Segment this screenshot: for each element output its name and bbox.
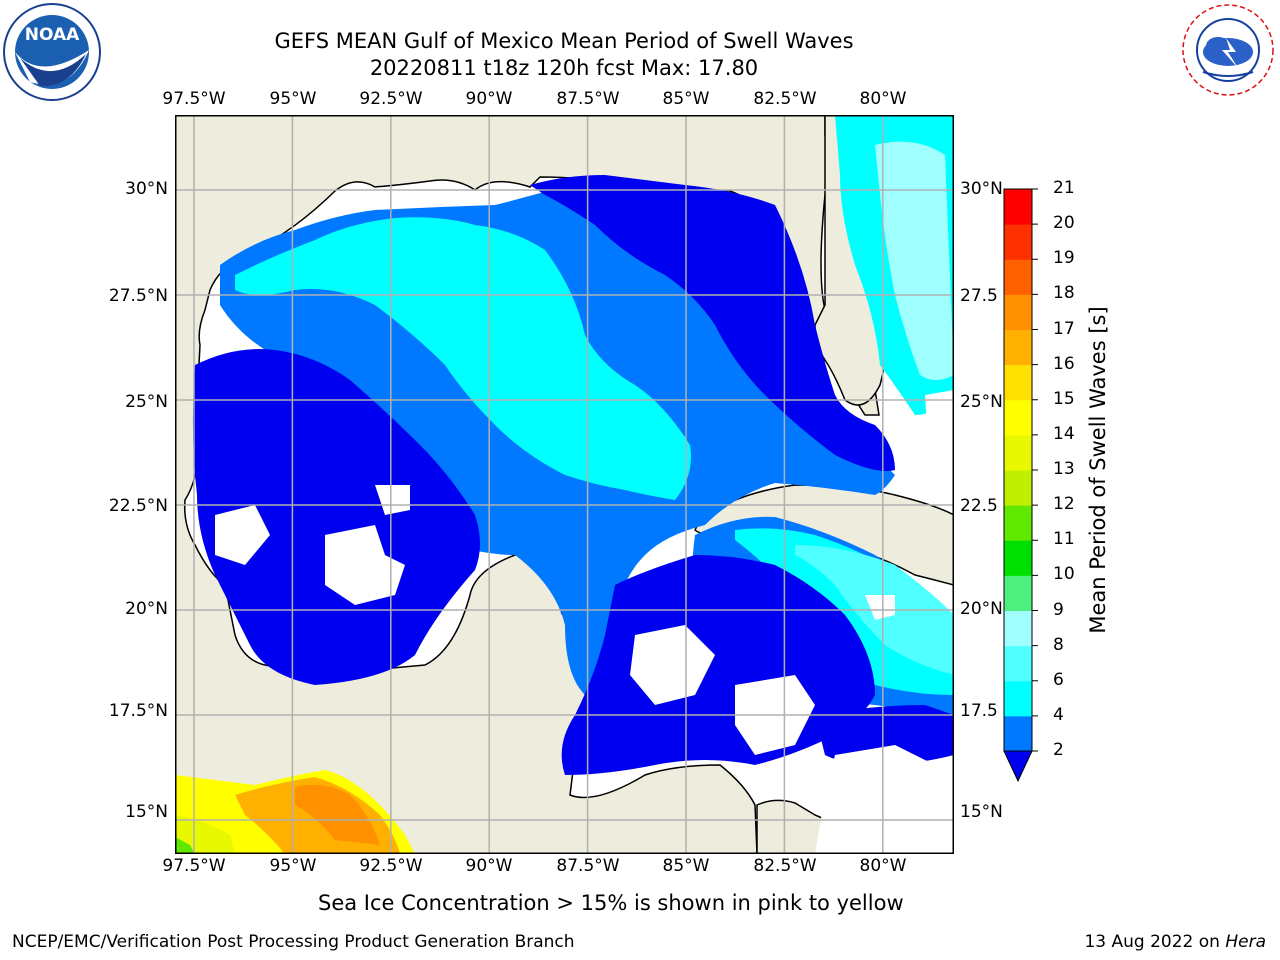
colorbar-segment [1004,224,1032,260]
swell-deep-blue-east [530,175,895,471]
map-frame [175,115,954,854]
lon-label-bottom: 85°W [662,856,710,876]
colorbar-tick-label: 14 [1053,423,1075,444]
colorbar [1000,185,1040,785]
colorbar-segment [1004,294,1032,330]
lat-label-left: 27.5°N [108,286,168,306]
footer-machine: Hera [1225,932,1266,952]
lat-label-left: 17.5°N [108,701,168,721]
lat-label-left: 15°N [125,802,168,822]
colorbar-tick-label: 20 [1053,213,1075,234]
footer-credit: NCEP/EMC/Verification Post Processing Pr… [12,932,575,952]
map-svg [175,115,954,854]
no-data-patch [375,485,410,515]
lat-label-right: 17.5 [960,701,998,721]
colorbar-tick-label: 21 [1053,178,1075,198]
swell-contour-4-6 [235,217,691,501]
swell-contour-8-9-east [875,141,954,380]
colorbar-segment [1004,329,1032,366]
no-data-patch [815,745,954,854]
no-data-patch [630,625,715,705]
colorbar-tick-label: 17 [1053,318,1075,339]
colorbar-segment [1004,470,1032,506]
lon-label-top: 80°W [859,89,907,109]
lon-label-bottom: 90°W [465,856,513,876]
colorbar-tick-label: 11 [1053,529,1075,550]
colorbar-segment [1004,505,1032,541]
colorbar-svg [1003,188,1038,783]
colorbar-tick-label: 2 [1053,740,1064,760]
lat-label-right: 15°N [960,802,1003,822]
swell-deep-blue-south [815,705,954,765]
colorbar-segment [1004,189,1032,225]
lat-label-left: 20°N [125,599,168,619]
sea-ice-caption: Sea Ice Concentration > 15% is shown in … [318,891,904,915]
lat-label-right: 22.5 [960,496,998,516]
chart-title: GEFS MEAN Gulf of Mexico Mean Period of … [274,29,854,53]
no-data-patch [215,505,270,565]
no-data-patches [215,390,954,854]
colorbar-segment [1004,575,1032,611]
colorbar-tick-label: 12 [1053,494,1075,515]
lon-label-top: 85°W [662,89,710,109]
footer-date: 13 Aug 2022 on Hera [1084,932,1266,952]
lon-label-top: 90°W [465,89,513,109]
swell-contour-13-14 [175,815,235,854]
chart-subtitle: 20220811 t18z 120h fcst Max: 17.80 [369,56,759,80]
lat-label-right: 27.5 [960,286,998,306]
colorbar-underflow-arrow [1003,750,1033,783]
colorbar-segment [1004,399,1032,436]
colorbar-segment [1004,364,1032,401]
gridlines [175,115,954,854]
colorbar-tick-label: 4 [1053,704,1064,725]
lon-label-top: 82.5°W [753,89,817,109]
colorbar-title: Mean Period of Swell Waves [s] [1086,306,1110,634]
lat-label-left: 30°N [125,179,168,199]
noaa-logo: NOAA [0,2,104,102]
lon-label-top: 87.5°W [556,89,620,109]
lon-label-bottom: 97.5°W [162,856,226,876]
colorbar-tick-label: 16 [1053,353,1075,374]
lon-label-top: 95°W [269,89,317,109]
no-data-patch [325,525,405,605]
colorbar-segment [1004,680,1032,717]
swell-deep-blue-central [192,349,480,685]
pacific-swell [175,770,415,854]
colorbar-segment [1004,715,1032,752]
lat-label-left: 22.5°N [108,496,168,516]
lon-label-bottom: 82.5°W [753,856,817,876]
colorbar-segment [1004,645,1032,682]
colorbar-tick-label: 8 [1053,634,1064,655]
colorbar-tick-label: 19 [1053,248,1075,269]
lat-label-left: 25°N [125,392,168,412]
footer-date-text: 13 Aug 2022 on [1084,932,1226,952]
colorbar-segment [1004,540,1032,576]
swell-contour-11-12 [175,837,195,854]
no-data-patch [925,390,954,475]
noaa-logo-text: NOAA [25,25,80,45]
lon-label-top: 97.5°W [162,89,226,109]
lon-label-bottom: 80°W [859,856,907,876]
colorbar-tick-label: 6 [1053,669,1064,690]
lon-label-bottom: 95°W [269,856,317,876]
lat-label-right: 30°N [960,179,1003,199]
colorbar-tick-label: 10 [1053,564,1075,585]
colorbar-tick-label: 13 [1053,459,1075,479]
nws-logo [1178,2,1278,98]
lon-label-bottom: 92.5°W [359,856,423,876]
lon-label-top: 92.5°W [359,89,423,109]
colorbar-segment [1004,610,1032,647]
colorbar-tick-label: 18 [1053,283,1075,304]
map-panel [175,115,954,854]
colorbar-tick-label: 15 [1053,388,1075,409]
lat-label-right: 20°N [960,599,1003,619]
no-data-patch [865,595,895,620]
colorbar-tick-label: 9 [1053,599,1064,620]
lon-label-bottom: 87.5°W [556,856,620,876]
swell-contour-17-18 [295,784,380,845]
colorbar-segment [1004,259,1032,295]
lat-label-right: 25°N [960,392,1003,412]
colorbar-segment [1004,434,1032,471]
